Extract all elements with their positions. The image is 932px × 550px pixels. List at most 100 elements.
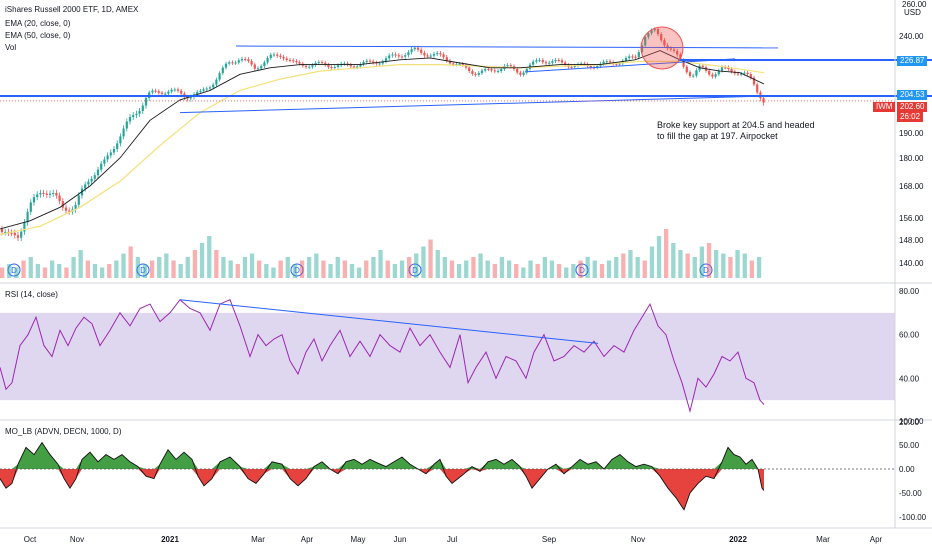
candle-body [624, 58, 628, 61]
dividend-marker[interactable] [408, 263, 422, 277]
trendline[interactable] [179, 95, 765, 114]
candle-body [580, 63, 583, 65]
dividend-marker-label: D [579, 266, 585, 275]
candle-body [39, 192, 42, 195]
breadth-pane[interactable] [0, 441, 895, 511]
candle-body [208, 87, 212, 89]
highlight-circle[interactable] [640, 26, 684, 70]
volume-bar [342, 260, 347, 278]
ema20-legend[interactable]: EMA (20, close, 0) [5, 19, 71, 28]
candle-body [157, 91, 160, 93]
candle-body [372, 61, 375, 63]
candle-body [128, 117, 132, 122]
volume-bar [635, 257, 640, 278]
candle-body [506, 65, 509, 67]
candle-body [516, 69, 519, 73]
candle-body [384, 58, 388, 62]
candle-body [554, 60, 557, 62]
trendline[interactable] [524, 58, 736, 73]
candle-body [164, 93, 167, 95]
volume-bar [435, 250, 440, 278]
candle-body [685, 66, 688, 73]
time-axis-tick: Jul [447, 535, 457, 544]
candle-body [202, 89, 205, 91]
time-axis-tick: Nov [631, 535, 645, 544]
candle-body [260, 66, 263, 69]
candle-body [327, 64, 330, 68]
candle-body [324, 62, 327, 65]
volume-bar [142, 264, 148, 278]
dividend-marker[interactable] [136, 263, 150, 277]
candle-body [525, 68, 528, 73]
rsi-axis-tick: 60.00 [899, 331, 920, 340]
rsi-trendline[interactable] [179, 299, 599, 344]
candle-body [84, 184, 87, 189]
candle-body [413, 47, 416, 50]
currency-label: USD [904, 8, 921, 17]
candle-body [762, 98, 765, 103]
volume-bar [221, 257, 226, 278]
last-price-tag: 202.60 [897, 102, 928, 112]
volume-bar [528, 260, 533, 278]
candle-body [496, 71, 500, 73]
candle-body [212, 84, 215, 88]
candle-body [560, 60, 564, 63]
candle-body [228, 62, 231, 64]
candle-body [132, 115, 135, 118]
volume-bar [699, 246, 704, 278]
candle-body [154, 90, 157, 92]
candle-body [333, 66, 336, 68]
volume-bar [407, 257, 412, 278]
volume-bar [157, 257, 162, 278]
candle-body [298, 62, 301, 64]
candle-body [589, 65, 592, 68]
candle-body [538, 60, 541, 62]
candle-body [141, 105, 144, 112]
candle-body [509, 65, 512, 67]
volume-bar [721, 253, 726, 278]
candle-body [269, 54, 272, 59]
candle-body [455, 64, 458, 66]
trendline[interactable] [235, 45, 779, 49]
dividend-marker[interactable] [7, 263, 21, 277]
candle-body [660, 34, 663, 41]
candle-body [125, 121, 128, 129]
ema50-legend[interactable]: EMA (50, close, 0) [5, 31, 71, 40]
candle-body [682, 60, 685, 67]
price-axis-tick: 190.00 [899, 129, 924, 138]
candle-body [304, 65, 308, 68]
dividend-marker[interactable] [699, 263, 713, 277]
breadth-axis-tick: 0.00 [899, 465, 915, 474]
rsi-pane[interactable] [0, 298, 895, 414]
dividend-marker-label: D [412, 266, 418, 275]
candle-body [279, 55, 282, 57]
candle-body [196, 91, 199, 95]
candle-body [429, 55, 432, 57]
candle-body [346, 63, 349, 65]
volume-bar [478, 253, 483, 278]
volume-bar [164, 253, 169, 278]
candle-body [112, 149, 116, 153]
candle-body [224, 63, 228, 68]
volume-bar [42, 267, 48, 278]
rsi-legend[interactable]: RSI (14, close) [5, 290, 58, 299]
volume-bar [507, 260, 512, 278]
candle-body [458, 63, 461, 65]
candle-body [535, 60, 538, 62]
candle-body [615, 63, 618, 65]
candle-body [167, 91, 170, 94]
candle-body [231, 62, 234, 64]
candle-body [87, 181, 90, 185]
time-axis-tick: Nov [70, 535, 84, 544]
dividend-marker[interactable] [575, 263, 589, 277]
breadth-legend[interactable]: MO_LB (ADVN, DECN, 1000, D) [5, 427, 122, 436]
volume-bar [492, 264, 497, 278]
dividend-marker[interactable] [290, 263, 304, 277]
volume-bar [64, 267, 69, 278]
volume-bar [207, 236, 212, 278]
price-axis-tick: 140.00 [899, 259, 924, 268]
candle-body [490, 69, 493, 71]
volume-legend[interactable]: Vol [5, 43, 17, 52]
